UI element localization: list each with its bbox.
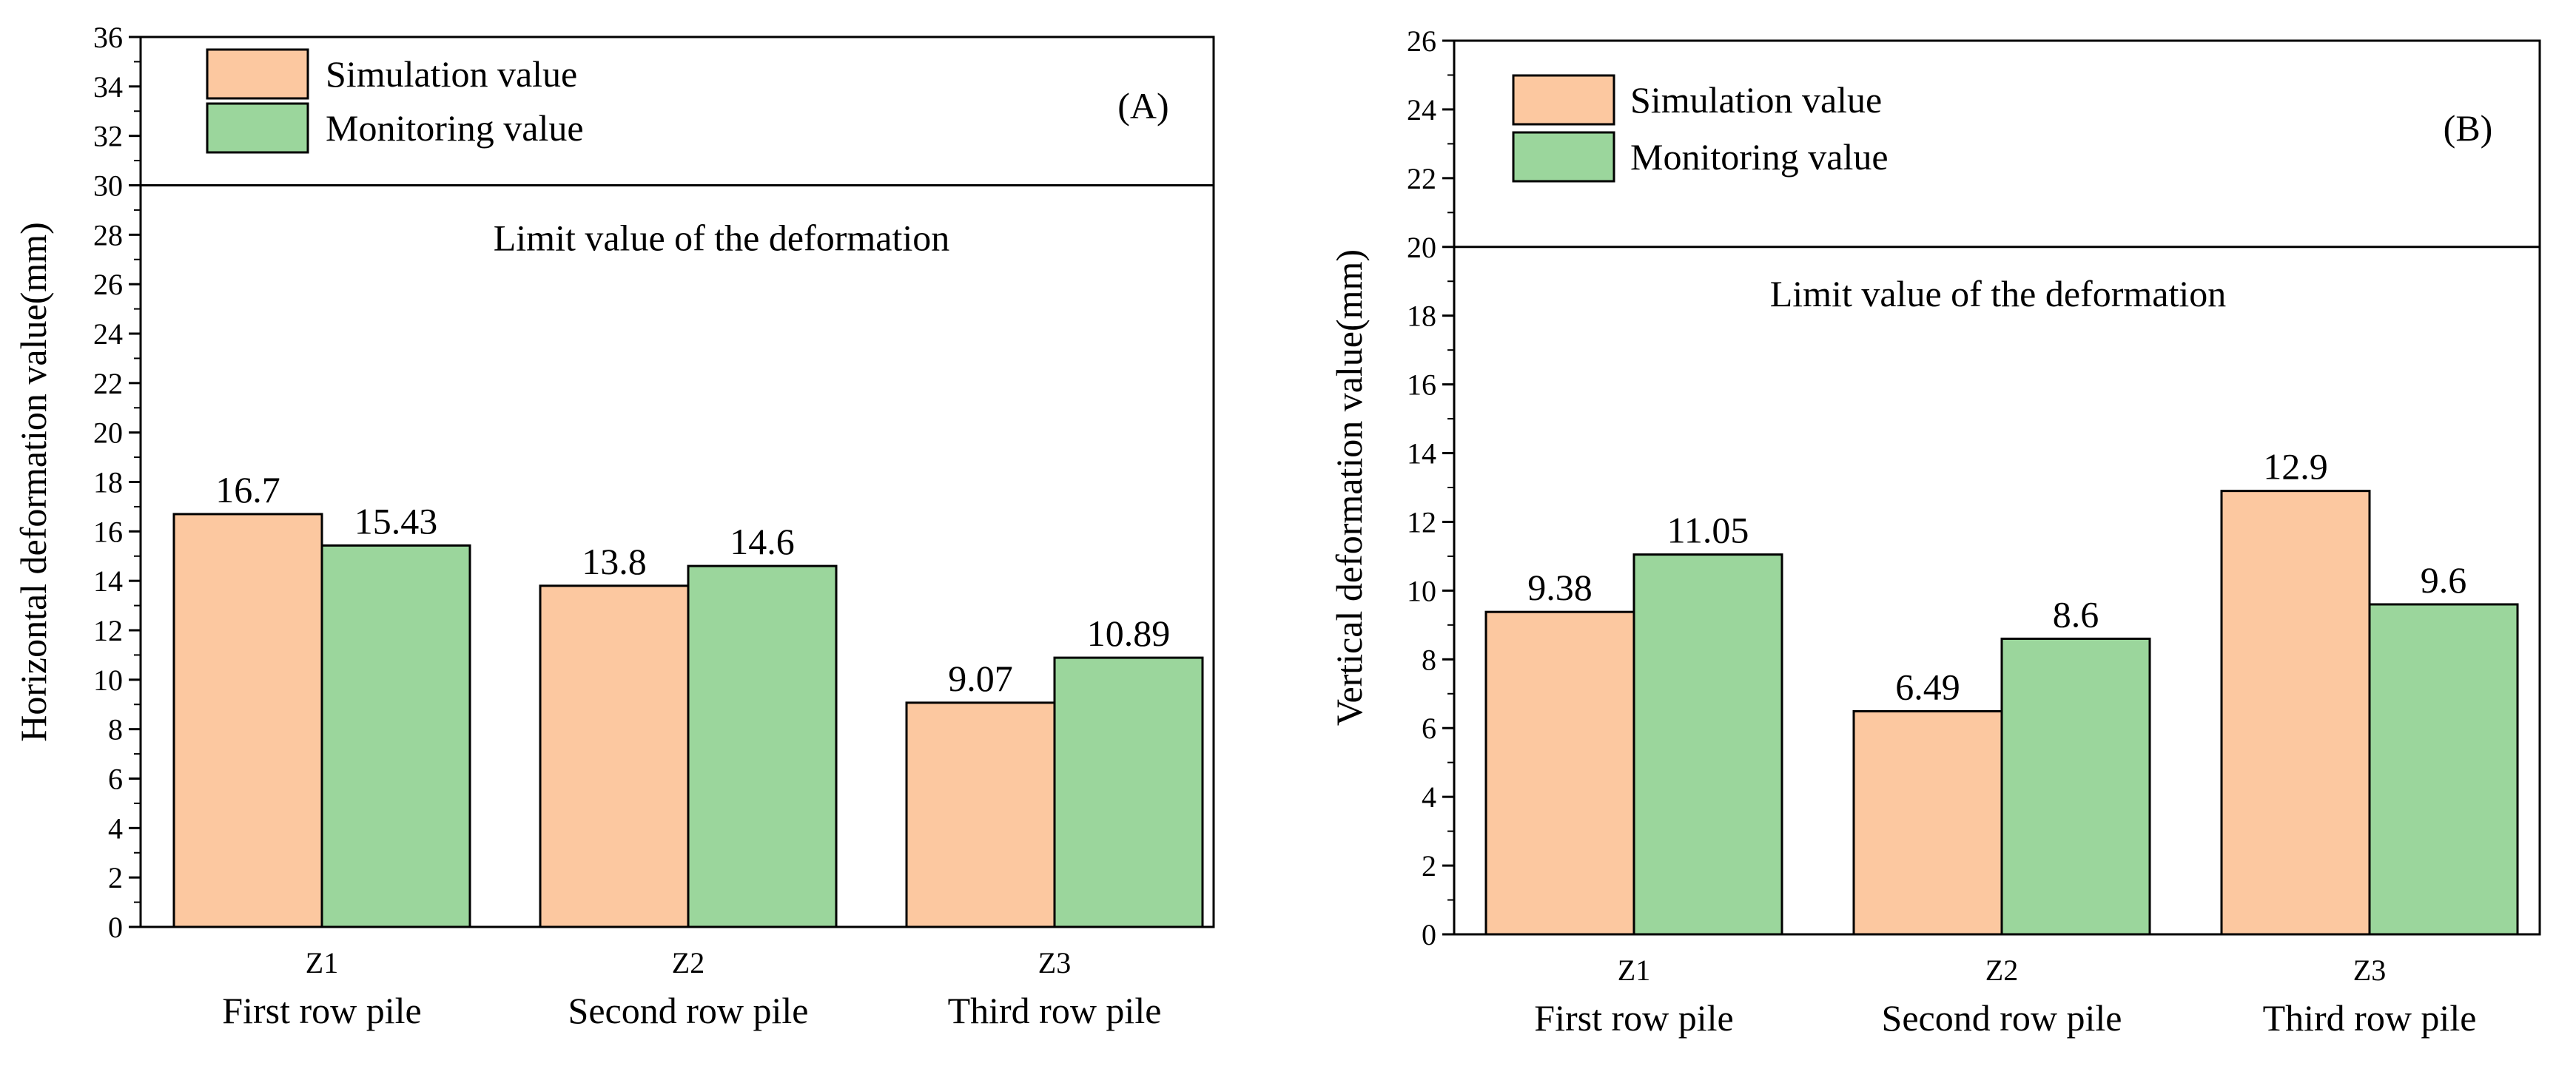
data-label-z1-simulation: 9.38 (1527, 567, 1593, 608)
bar-z3-simulation (905, 701, 1056, 928)
data-label-z3-simulation: 12.9 (2263, 446, 2328, 488)
y-tick-label-20: 20 (93, 416, 123, 450)
bar-z3-monitoring (1053, 656, 1204, 928)
legend-label-simulation: Simulation value (1630, 79, 1882, 121)
bar-z1-monitoring (1632, 553, 1783, 936)
y-tick-label-16: 16 (93, 515, 123, 548)
y-tick-label-32: 32 (93, 120, 123, 153)
y-tick-label-16: 16 (1407, 368, 1436, 402)
y-tick-label-8: 8 (108, 713, 123, 746)
x-group-label-z3: Third row pile (948, 990, 1162, 1031)
y-tick-label-28: 28 (93, 218, 123, 252)
y-tick-label-10: 10 (1407, 574, 1436, 607)
x-group-label-z1: First row pile (1534, 997, 1733, 1039)
panel-label: (A) (1117, 85, 1168, 126)
legend-swatch-simulation (1512, 74, 1615, 126)
y-tick-label-34: 34 (93, 70, 123, 104)
y-tick-label-18: 18 (1407, 300, 1436, 333)
x-tick-label-z3: Z3 (2353, 954, 2386, 987)
y-axis-label: Horizontal deformation value(mm) (13, 222, 54, 742)
data-label-z3-monitoring: 9.6 (2421, 559, 2467, 601)
panel-label: (B) (2444, 107, 2493, 149)
panel-a-horizontal-deformation: 16.7 15.43 Z1 First row pile 13.8 14.6 Z2 Secon… (13, 21, 1215, 1031)
data-label-z1-monitoring: 15.43 (354, 500, 438, 542)
y-tick-label-6: 6 (108, 763, 123, 796)
legend-label-monitoring: Monitoring value (1630, 136, 1889, 178)
y-tick-label-4: 4 (108, 812, 123, 845)
bar-z2-monitoring (687, 564, 838, 928)
y-tick-label-0: 0 (1422, 918, 1436, 951)
y-tick-label-6: 6 (1422, 712, 1436, 745)
bar-z2-simulation (1852, 709, 2003, 936)
y-tick-label-36: 36 (93, 21, 123, 54)
bar-z1-simulation (172, 513, 323, 928)
data-label-z2-monitoring: 14.6 (730, 521, 795, 562)
data-label-z1-simulation: 16.7 (215, 469, 280, 510)
y-tick-label-14: 14 (1407, 437, 1436, 470)
data-label-z2-simulation: 6.49 (1895, 666, 1960, 707)
x-group-label-z3: Third row pile (2263, 997, 2477, 1039)
x-group-label-z2: Second row pile (1882, 997, 2122, 1039)
x-group-label-z1: First row pile (222, 990, 421, 1031)
bar-z1-monitoring (320, 544, 471, 928)
legend-swatch-monitoring (206, 102, 309, 154)
limit-line-label: Limit value of the deformation (1770, 273, 2226, 314)
panel-b-vertical-deformation: 9.38 11.05 Z1 First row pile 6.49 8.6 Z2 Second… (1328, 24, 2541, 1039)
legend-swatch-simulation (206, 48, 309, 100)
x-tick-label-z1: Z1 (1618, 954, 1650, 987)
y-tick-label-22: 22 (93, 367, 123, 400)
y-tick-label-26: 26 (93, 268, 123, 301)
x-tick-label-z1: Z1 (306, 946, 338, 979)
data-label-z3-monitoring: 10.89 (1087, 613, 1171, 654)
plot-frame (1453, 39, 2541, 936)
legend-label-simulation: Simulation value (326, 53, 577, 95)
x-tick-label-z3: Z3 (1038, 946, 1071, 979)
y-tick-label-2: 2 (108, 861, 123, 894)
y-tick-label-10: 10 (93, 664, 123, 697)
y-tick-label-24: 24 (93, 317, 123, 351)
legend-swatch-monitoring (1512, 131, 1615, 183)
y-tick-label-22: 22 (1407, 162, 1436, 195)
y-tick-label-0: 0 (108, 911, 123, 944)
y-tick-label-12: 12 (1407, 505, 1436, 539)
y-tick-label-18: 18 (93, 466, 123, 499)
plot-frame (139, 36, 1215, 928)
data-label-z2-monitoring: 8.6 (2053, 593, 2099, 635)
y-tick-label-2: 2 (1422, 849, 1436, 883)
x-tick-label-z2: Z2 (1985, 954, 2018, 987)
bar-z2-monitoring (2000, 637, 2151, 936)
y-tick-label-14: 14 (93, 564, 123, 598)
y-tick-label-12: 12 (93, 614, 123, 647)
data-label-z3-simulation: 9.07 (948, 658, 1013, 699)
x-tick-label-z2: Z2 (672, 946, 704, 979)
bar-z1-simulation (1484, 610, 1635, 936)
y-tick-label-24: 24 (1407, 93, 1436, 126)
data-label-z2-simulation: 13.8 (582, 541, 647, 582)
bar-z3-simulation (2220, 490, 2371, 936)
limit-line-label: Limit value of the deformation (494, 217, 949, 259)
data-label-z1-monitoring: 11.05 (1667, 510, 1749, 551)
x-group-label-z2: Second row pile (568, 990, 809, 1031)
legend-label-monitoring: Monitoring value (326, 107, 584, 149)
y-tick-label-26: 26 (1407, 24, 1436, 58)
y-tick-label-8: 8 (1422, 643, 1436, 676)
bar-z3-monitoring (2368, 603, 2519, 936)
y-tick-label-30: 30 (93, 169, 123, 203)
y-axis-label: Vertical deformation value(mm) (1328, 249, 1370, 726)
y-tick-label-4: 4 (1422, 780, 1436, 814)
y-tick-label-20: 20 (1407, 231, 1436, 264)
bar-z2-simulation (539, 584, 690, 928)
